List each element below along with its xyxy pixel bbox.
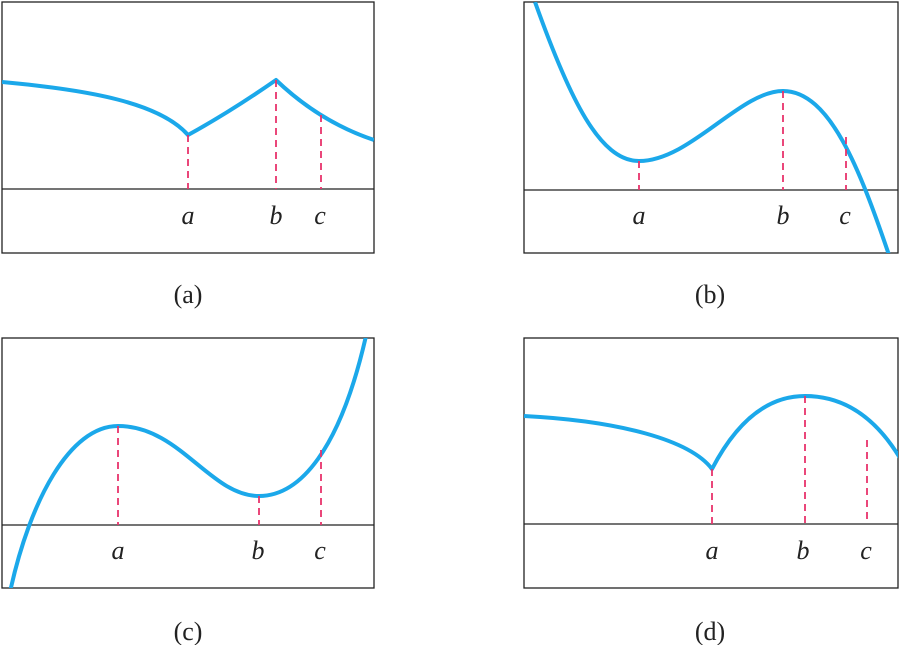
- caption: (a): [174, 280, 203, 309]
- curve: [8, 338, 368, 588]
- point-label: c: [314, 201, 326, 230]
- caption: (d): [695, 617, 725, 645]
- point-label: a: [706, 536, 719, 565]
- point-label: b: [777, 201, 790, 230]
- point-label: a: [182, 201, 195, 230]
- panel-a: a b c (a): [1, 1, 375, 309]
- panel-c: a b c (c): [1, 337, 375, 645]
- point-label: b: [252, 536, 265, 565]
- frame: [523, 337, 899, 589]
- point-label: b: [797, 536, 810, 565]
- panel-b: a b c (b): [523, 1, 899, 309]
- point-label: c: [839, 201, 851, 230]
- curve: [2, 78, 374, 142]
- caption: (c): [174, 617, 203, 645]
- point-label: c: [860, 536, 872, 565]
- curve: [533, 2, 891, 253]
- caption: (b): [695, 280, 725, 309]
- curve: [524, 394, 898, 471]
- point-label: c: [314, 536, 326, 565]
- point-label: b: [270, 201, 283, 230]
- frame: [1, 1, 375, 254]
- frame: [1, 337, 375, 589]
- point-label: a: [112, 536, 125, 565]
- point-label: a: [633, 201, 646, 230]
- frame: [523, 1, 899, 254]
- panel-d: a b c (d): [523, 337, 899, 645]
